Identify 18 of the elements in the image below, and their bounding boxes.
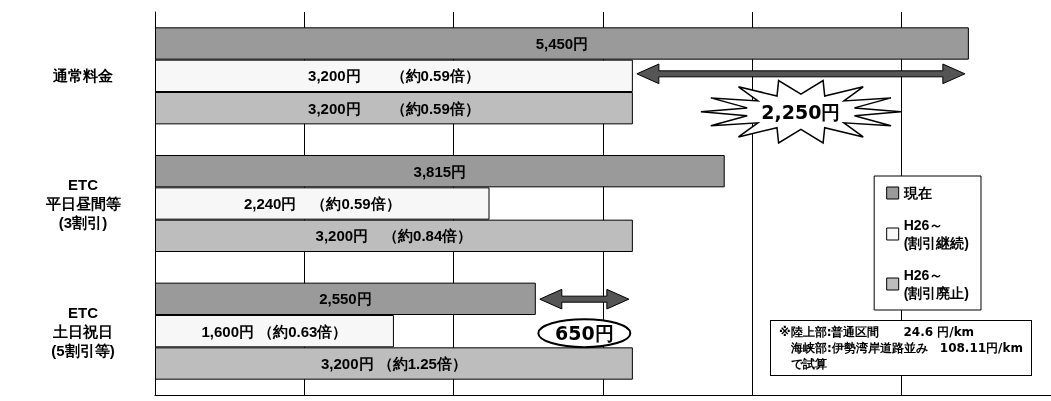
annotation: ※陸上部:普通区間 24.6 円/km 海峡部:伊勢湾岸道路並み 108.11円/km で試算 [770,320,1032,376]
y-tick-label: ETC 平日昼間等 (3割引) [44,176,121,231]
y-tick-label: 通常料金 [52,67,113,85]
data-label: 3,815円 [413,162,467,180]
data-label: 2,550円 [319,290,372,308]
data-label: 3,200円 （約0.59倍） [308,99,480,117]
annotation: 650円 [555,322,614,345]
data-label: 3,200円 （約0.59倍） [308,67,480,85]
legend-label: H26～ (割引廃止) [903,267,969,301]
y-tick-label: ETC 土日祝日 (5割引等) [51,303,115,359]
data-label: 1,600円 （約0.63倍） [201,322,348,340]
annotation: 2,250円 [761,100,841,123]
data-label: 3,200円 （約0.84倍） [315,227,473,245]
data-label: 3,200円 （約1.25倍） [320,355,467,373]
data-label: 2,240円 （約0.59倍） [243,195,401,212]
legend-label: H26～ (割引継続) [903,217,969,251]
data-label: 5,450円 [535,34,589,52]
legend-label: 現在 [902,185,932,201]
